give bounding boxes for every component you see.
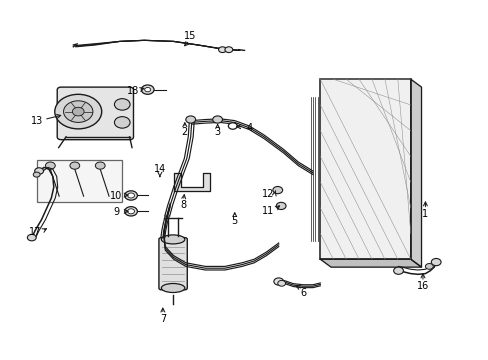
Text: 12: 12 bbox=[261, 189, 274, 199]
Circle shape bbox=[393, 267, 403, 274]
Polygon shape bbox=[410, 79, 421, 267]
Circle shape bbox=[35, 168, 43, 174]
Circle shape bbox=[124, 207, 137, 216]
Bar bbox=[37, 160, 122, 202]
Circle shape bbox=[27, 234, 36, 241]
Circle shape bbox=[212, 116, 222, 123]
Text: 2: 2 bbox=[182, 127, 187, 138]
Text: 14: 14 bbox=[153, 164, 166, 174]
Circle shape bbox=[273, 278, 283, 285]
Circle shape bbox=[224, 47, 232, 53]
Polygon shape bbox=[320, 259, 421, 267]
Polygon shape bbox=[173, 173, 210, 191]
Ellipse shape bbox=[161, 284, 184, 292]
Circle shape bbox=[72, 107, 84, 116]
Circle shape bbox=[95, 162, 105, 169]
Circle shape bbox=[127, 193, 134, 198]
Circle shape bbox=[272, 186, 282, 194]
Text: 15: 15 bbox=[183, 31, 196, 41]
Text: 18: 18 bbox=[126, 86, 139, 96]
Text: 8: 8 bbox=[180, 200, 186, 210]
Circle shape bbox=[425, 264, 432, 269]
FancyBboxPatch shape bbox=[159, 238, 187, 290]
Circle shape bbox=[45, 162, 55, 169]
Bar bbox=[320, 79, 410, 259]
Circle shape bbox=[114, 117, 130, 128]
Circle shape bbox=[276, 202, 285, 210]
Text: 10: 10 bbox=[110, 191, 122, 201]
Circle shape bbox=[127, 209, 134, 214]
Text: 6: 6 bbox=[300, 288, 305, 298]
Text: 11: 11 bbox=[261, 206, 274, 216]
Circle shape bbox=[185, 116, 195, 123]
Circle shape bbox=[218, 47, 226, 53]
Text: 1: 1 bbox=[422, 209, 427, 219]
Circle shape bbox=[144, 87, 150, 92]
Circle shape bbox=[277, 280, 285, 286]
Circle shape bbox=[63, 101, 93, 122]
Text: 16: 16 bbox=[416, 281, 428, 291]
Circle shape bbox=[70, 162, 80, 169]
Text: 9: 9 bbox=[113, 207, 119, 217]
Circle shape bbox=[55, 94, 102, 129]
Text: 5: 5 bbox=[231, 216, 237, 226]
Text: 7: 7 bbox=[160, 314, 165, 324]
Text: 3: 3 bbox=[214, 127, 220, 138]
FancyBboxPatch shape bbox=[57, 87, 133, 140]
Circle shape bbox=[228, 123, 237, 129]
Circle shape bbox=[124, 191, 137, 200]
Text: 17: 17 bbox=[29, 227, 41, 237]
Ellipse shape bbox=[161, 235, 184, 244]
Text: 13: 13 bbox=[30, 116, 43, 126]
Circle shape bbox=[141, 85, 154, 94]
Text: 4: 4 bbox=[246, 123, 252, 133]
Circle shape bbox=[430, 258, 440, 266]
Circle shape bbox=[114, 99, 130, 110]
Circle shape bbox=[33, 172, 40, 177]
